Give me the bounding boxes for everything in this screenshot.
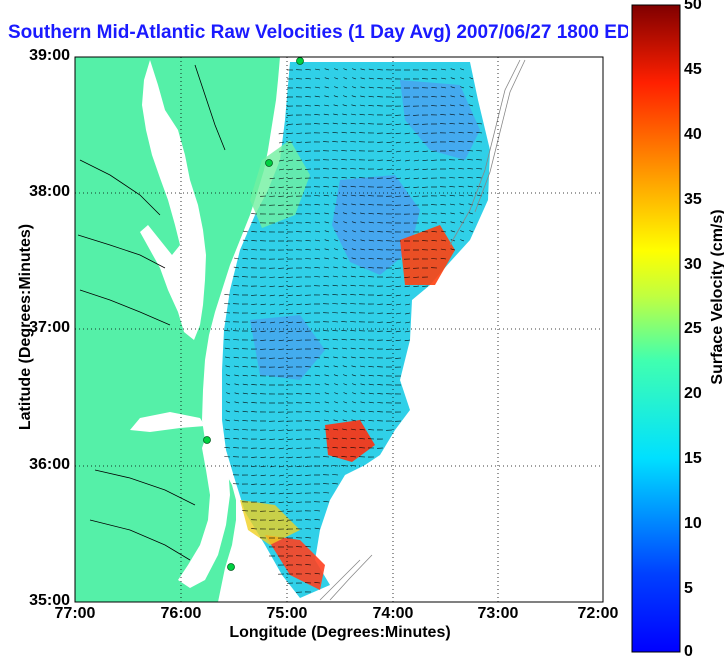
- station-marker: [266, 160, 273, 167]
- colorbar-tick: 45: [684, 61, 720, 79]
- station-marker: [204, 437, 211, 444]
- x-tick-label: 76:00: [146, 605, 216, 623]
- colorbar-tick: 10: [684, 515, 720, 533]
- colorbar: [632, 5, 680, 652]
- colorbar-tick: 25: [684, 320, 720, 338]
- y-axis-label: Latitude (Degrees:Minutes): [17, 167, 35, 487]
- colorbar-tick: 15: [684, 450, 720, 468]
- colorbar-tick: 35: [684, 191, 720, 209]
- x-tick-label: 75:00: [252, 605, 322, 623]
- station-marker: [297, 58, 304, 65]
- station-marker: [228, 564, 235, 571]
- colorbar-tick: 40: [684, 126, 720, 144]
- y-tick-label: 39:00: [14, 47, 70, 65]
- colorbar-tick: 5: [684, 580, 720, 598]
- x-axis-label: Longitude (Degrees:Minutes): [75, 624, 605, 642]
- x-tick-label: 72:00: [563, 605, 633, 623]
- x-tick-label: 73:00: [463, 605, 533, 623]
- colorbar-tick: 20: [684, 385, 720, 403]
- y-tick-label: 35:00: [14, 592, 70, 610]
- colorbar-tick: 0: [684, 643, 720, 661]
- x-tick-label: 74:00: [358, 605, 428, 623]
- colorbar-tick: 50: [684, 0, 720, 14]
- colorbar-tick: 30: [684, 256, 720, 274]
